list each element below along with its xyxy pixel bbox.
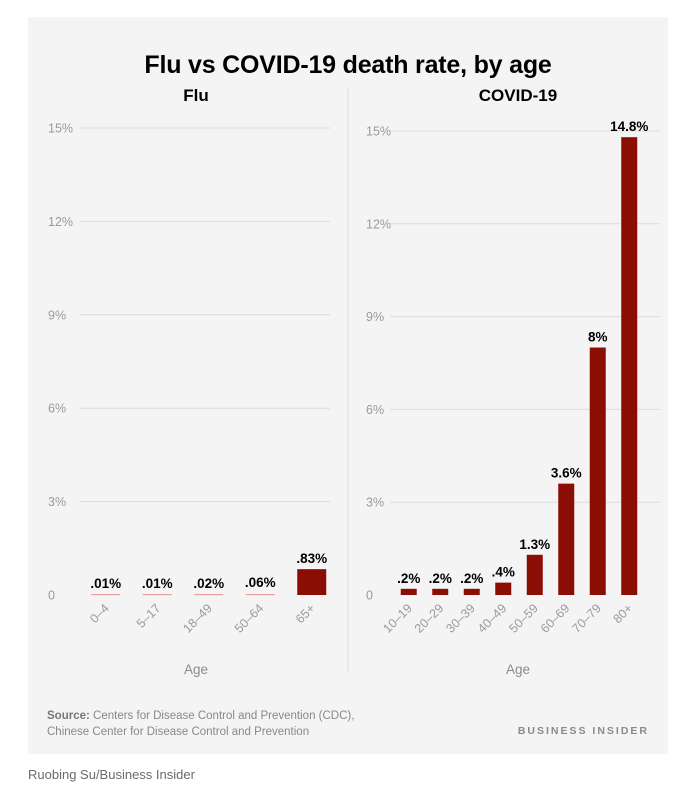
y-tick-label: 12%: [366, 217, 391, 231]
bar: [400, 588, 417, 595]
data-label: .2%: [429, 571, 452, 586]
x-tick-label: 65+: [293, 601, 318, 626]
data-label: .4%: [492, 565, 515, 580]
y-tick-label: 15%: [366, 125, 391, 139]
bar: [526, 554, 543, 595]
source-note: Source: Centers for Disease Control and …: [47, 708, 354, 740]
x-tick-label: 50–59: [506, 601, 541, 636]
source-line-1: Centers for Disease Control and Preventi…: [93, 710, 355, 722]
bar: [558, 483, 575, 595]
data-label: .06%: [245, 575, 276, 590]
data-label: .2%: [460, 571, 483, 586]
chart-title: Flu vs COVID-19 death rate, by age: [144, 51, 552, 79]
y-tick-label: 6%: [48, 402, 66, 416]
data-label: .01%: [90, 576, 121, 591]
y-tick-label: 3%: [48, 495, 66, 509]
x-tick-label: 50–64: [232, 601, 267, 636]
bar: [142, 594, 172, 596]
flu-chart: Flu 0 3% 6% 9% 12% 15% .01% 0–4 .01% 5–17 .02% 18–49…: [48, 86, 330, 677]
bar: [495, 582, 512, 595]
data-label: 14.8%: [610, 119, 648, 134]
x-tick-label: 60–69: [538, 601, 573, 636]
source-label: Source:: [47, 710, 90, 722]
image-credit: Ruobing Su/Business Insider: [28, 767, 195, 782]
bar: [621, 137, 638, 595]
y-tick-label: 12%: [48, 215, 73, 229]
y-tick-label: 0: [48, 589, 55, 603]
data-label: .02%: [193, 576, 224, 591]
x-axis-label: Age: [184, 662, 208, 677]
bar: [245, 594, 275, 596]
covid-chart: COVID-19 0 3% 6% 9% 12% 15% .2% 10–19 .2% 20–29 .2%…: [366, 86, 660, 677]
x-tick-label: 20–29: [412, 601, 447, 636]
y-tick-label: 9%: [48, 308, 66, 322]
panel-title: Flu: [183, 86, 209, 105]
bar: [589, 347, 606, 595]
y-tick-label: 9%: [366, 310, 384, 324]
x-tick-label: 40–49: [475, 601, 510, 636]
x-tick-label: 5–17: [134, 601, 164, 631]
data-label: .2%: [397, 571, 420, 586]
x-tick-label: 10–19: [380, 601, 415, 636]
data-label: 3.6%: [551, 466, 582, 481]
data-label: .01%: [142, 576, 173, 591]
brand-logo: BUSINESS INSIDER: [517, 725, 649, 737]
y-tick-label: 6%: [366, 403, 384, 417]
x-tick-label: 18–49: [180, 601, 215, 636]
x-tick-label: 70–79: [569, 601, 604, 636]
y-tick-label: 15%: [48, 122, 73, 136]
x-tick-label: 0–4: [87, 601, 112, 626]
x-axis-label: Age: [506, 662, 530, 677]
panel-title: COVID-19: [479, 86, 557, 105]
y-tick-label: 0: [366, 589, 373, 603]
y-tick-label: 3%: [366, 496, 384, 510]
chart-card: Flu vs COVID-19 death rate, by age Flu 0 3…: [28, 17, 668, 754]
data-label: 1.3%: [519, 537, 550, 552]
data-label: .83%: [296, 551, 327, 566]
bar: [91, 594, 121, 596]
source-line-2: Chinese Center for Disease Control and P…: [47, 726, 310, 738]
bar: [463, 588, 480, 595]
x-tick-label: 30–39: [443, 601, 478, 636]
x-tick-label: 80+: [610, 601, 635, 626]
bar: [297, 569, 327, 595]
charts-svg: Flu 0 3% 6% 9% 12% 15% .01% 0–4 .01% 5–17 .02% 18–49…: [48, 86, 660, 677]
bar: [194, 594, 224, 596]
data-label: 8%: [588, 330, 608, 345]
bar: [432, 588, 449, 595]
